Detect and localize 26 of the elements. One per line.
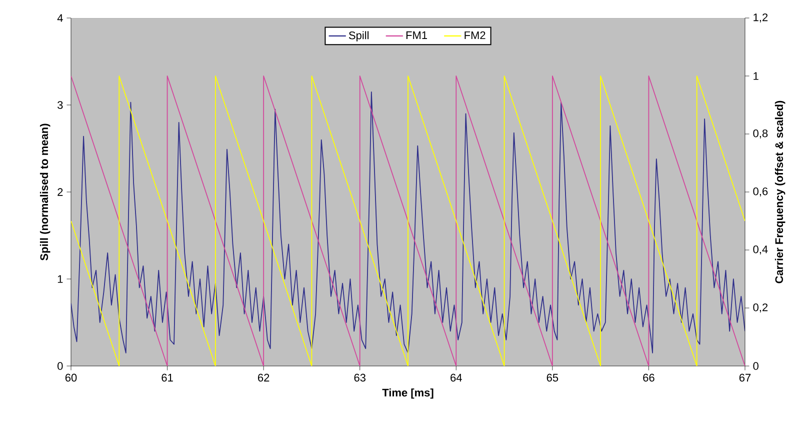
y-tick-label: 4 — [57, 14, 63, 22]
y2-tick-label: 1 — [754, 72, 758, 80]
y2-tick-label: 0,4 — [753, 245, 768, 255]
y-tick-label: 0 — [58, 362, 63, 370]
y2-axis-title: Carrier Frequency (offset & scaled) — [774, 100, 786, 284]
y2-tick-label: 1,2 — [754, 13, 768, 23]
y-tick-label: 2 — [58, 188, 63, 196]
legend-label: FM2 — [464, 31, 486, 40]
legend-label: Spill — [348, 31, 369, 42]
x-tick-label: 66 — [643, 374, 654, 382]
y2-tick-label: 0,2 — [753, 303, 768, 313]
x-tick-label: 61 — [162, 374, 173, 382]
y2-tick-label: 0,8 — [753, 129, 768, 139]
y2-tick-label: 0 — [753, 362, 758, 370]
x-tick-label: 67 — [739, 374, 751, 382]
y-tick-label: 3 — [58, 101, 63, 109]
y-tick-label: 1 — [58, 275, 63, 283]
y2-tick-label: 0,6 — [753, 187, 768, 197]
y-axis-title: Spill (normalised to mean) — [40, 124, 50, 260]
x-axis-title: Time [ms] — [382, 388, 434, 399]
x-tick-label: 62 — [258, 374, 270, 382]
x-tick-label: 65 — [546, 374, 558, 382]
x-tick-label: 63 — [354, 374, 366, 382]
x-tick-label: 64 — [450, 374, 462, 382]
legend-label: FM1 — [406, 31, 427, 39]
x-tick-label: 60 — [65, 374, 77, 382]
